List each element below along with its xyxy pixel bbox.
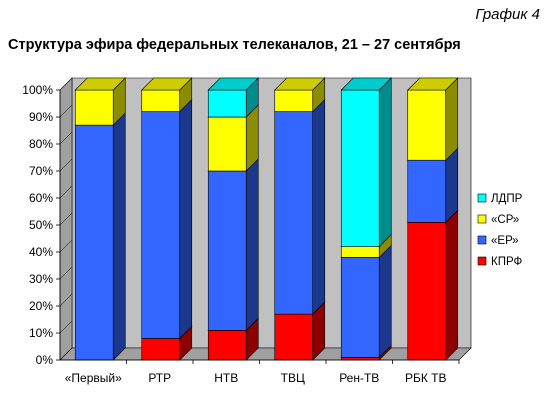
x-tick-label: «Первый» bbox=[65, 371, 122, 385]
figure-caption: График 4 bbox=[475, 6, 540, 23]
bar-segment-side bbox=[112, 112, 126, 361]
bar-segment bbox=[407, 222, 447, 361]
y-tick-label: 20% bbox=[29, 299, 53, 313]
x-tick-label: РБК ТВ bbox=[405, 371, 447, 385]
x-tick-label: ТВЦ bbox=[281, 371, 305, 385]
legend: ЛДПР «СР» «ЕР» КПРФ bbox=[477, 193, 523, 268]
legend-swatch bbox=[477, 193, 487, 203]
bar-segment-side bbox=[445, 209, 459, 361]
x-tick-label: Рен-ТВ bbox=[339, 371, 379, 385]
bar-segment-top bbox=[407, 77, 459, 91]
y-tick-label: 30% bbox=[29, 272, 53, 286]
bar-segment bbox=[207, 116, 247, 172]
y-tick-depth bbox=[59, 185, 73, 199]
bar-segment bbox=[74, 89, 114, 126]
y-tick-label: 60% bbox=[29, 191, 53, 205]
legend-label: ЛДПР bbox=[491, 193, 523, 205]
legend-label: КПРФ bbox=[491, 256, 523, 268]
bar-segment-top bbox=[207, 77, 259, 91]
bar-segment bbox=[141, 89, 181, 112]
y-tick-label: 70% bbox=[29, 164, 53, 178]
bar-segment-side bbox=[445, 147, 459, 224]
y-tick-label: 40% bbox=[29, 245, 53, 259]
legend-label: «СР» bbox=[491, 214, 519, 226]
y-tick-label: 90% bbox=[29, 110, 53, 124]
bar-segment bbox=[407, 159, 447, 223]
y-tick-label: 100% bbox=[22, 83, 53, 97]
bar-segment bbox=[274, 89, 314, 112]
bar-segment bbox=[340, 356, 380, 361]
y-tick-label: 0% bbox=[36, 353, 54, 367]
y-tick-label: 50% bbox=[29, 218, 53, 232]
y-tick-label: 80% bbox=[29, 137, 53, 151]
y-tick-depth bbox=[59, 266, 73, 280]
bar-segment-side bbox=[245, 158, 259, 332]
bar-segment bbox=[340, 89, 380, 247]
x-axis: «Первый» РТР НТВ ТВЦ Рен-ТВ РБК ТВ bbox=[60, 359, 460, 385]
y-tick-depth bbox=[59, 212, 73, 226]
bar-segment bbox=[74, 124, 114, 361]
bar-segment bbox=[141, 338, 181, 361]
legend-label: «ЕР» bbox=[491, 235, 519, 247]
legend-swatch bbox=[477, 214, 487, 224]
bar-segment-side bbox=[378, 77, 392, 248]
y-tick-depth bbox=[59, 239, 73, 253]
chart-title: Структура эфира федеральных телеканалов,… bbox=[8, 37, 461, 53]
bar-segment bbox=[207, 170, 247, 331]
bar-segment-top bbox=[141, 77, 193, 91]
y-tick-depth bbox=[59, 347, 73, 361]
bar-segment bbox=[207, 89, 247, 118]
bar-segment-side bbox=[445, 77, 459, 161]
bar-segment bbox=[207, 329, 247, 361]
bar-segment bbox=[340, 246, 380, 258]
bar-segment bbox=[407, 89, 447, 161]
bar-segment bbox=[340, 257, 380, 358]
bar-segment bbox=[141, 111, 181, 339]
y-tick-depth bbox=[59, 293, 73, 307]
x-tick-label: РТР bbox=[148, 371, 171, 385]
x-tick-label: НТВ bbox=[214, 371, 238, 385]
bar-segment bbox=[274, 313, 314, 361]
bar-segment-side bbox=[312, 98, 326, 315]
bar-segment-top bbox=[274, 77, 326, 91]
y-axis: 0% 10% 20% 30% 40% 50% 60% 70% 80% 90% 100% bbox=[22, 77, 73, 367]
bar-segment bbox=[274, 111, 314, 315]
y-tick-depth bbox=[59, 158, 73, 172]
y-tick-label: 10% bbox=[29, 326, 53, 340]
bars bbox=[74, 77, 459, 361]
y-tick-depth bbox=[59, 77, 73, 91]
bar-segment-top bbox=[340, 77, 392, 91]
legend-swatch bbox=[477, 235, 487, 245]
bar-segment-side bbox=[378, 244, 392, 359]
y-tick-depth bbox=[59, 131, 73, 145]
y-tick-depth bbox=[59, 320, 73, 334]
y-tick-depth bbox=[59, 104, 73, 118]
bar-segment-top bbox=[74, 77, 126, 91]
bar-segment-side bbox=[179, 98, 193, 340]
legend-swatch bbox=[477, 256, 487, 266]
